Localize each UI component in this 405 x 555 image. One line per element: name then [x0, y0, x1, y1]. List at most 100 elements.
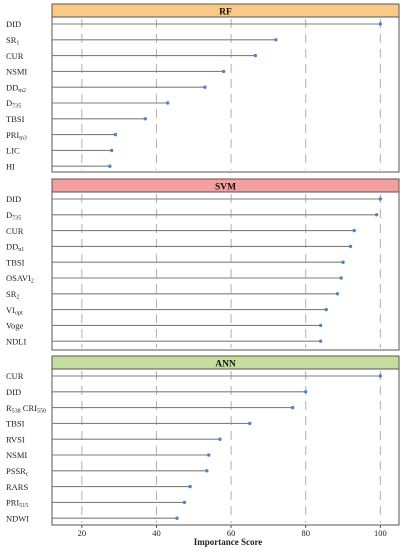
- feature-name: CUR: [6, 371, 24, 381]
- feature-row: VIopt: [6, 305, 328, 316]
- feature-name: PSSR: [6, 466, 26, 476]
- lollipop-point: [203, 85, 207, 89]
- lollipop-point: [335, 292, 340, 296]
- feature-row: RVSI: [6, 434, 222, 444]
- feature-label: NSMI: [6, 67, 27, 77]
- feature-subscript: 2: [16, 295, 19, 301]
- feature-label: HI: [6, 161, 15, 171]
- lollipop-point: [341, 260, 345, 264]
- feature-name: HI: [6, 161, 15, 171]
- feature-row: PSSRc: [6, 466, 209, 478]
- lollipop-point: [339, 276, 343, 280]
- feature-name: NSMI: [6, 67, 27, 77]
- lollipop-point: [113, 132, 118, 137]
- panel-ann: ANN CUR DID R538 CRI550 TBSI RVSI NSMI PSSRc RAR…: [6, 355, 400, 526]
- feature-label: Voge: [6, 321, 24, 331]
- feature-name: RARS: [6, 482, 28, 492]
- feature-label: RVSI: [6, 434, 25, 444]
- feature-name: DD: [6, 82, 18, 92]
- lollipop-point: [221, 69, 226, 74]
- feature-row: TBSI: [6, 114, 147, 124]
- feature-row: OSAVI2: [6, 273, 343, 285]
- feature-row: LIC: [6, 146, 114, 156]
- feature-name: NDWI: [6, 513, 29, 523]
- feature-subscript: c: [26, 472, 29, 478]
- lollipop-point: [109, 148, 114, 153]
- feature-row: DDm2: [6, 82, 207, 94]
- panel-frame: [51, 355, 400, 526]
- feature-label: SR2: [6, 289, 19, 301]
- lollipop-point: [143, 117, 147, 121]
- feature-subscript: n1: [18, 247, 24, 253]
- panel-frame: [51, 178, 400, 351]
- feature-label: R538 CRI550: [6, 403, 46, 415]
- feature-name: TBSI: [6, 419, 25, 429]
- feature-row: NDLI: [6, 336, 323, 346]
- feature-row: D735: [6, 98, 170, 110]
- feature-name: NSMI: [6, 450, 27, 460]
- feature-label: TBSI: [6, 419, 25, 429]
- feature-row: SR2: [6, 289, 340, 301]
- lollipop-point: [108, 164, 112, 168]
- feature-suffix-subscript: 550: [37, 408, 46, 414]
- feature-label: CUR: [6, 51, 24, 61]
- lollipop-point: [175, 516, 179, 520]
- feature-name: RVSI: [6, 434, 25, 444]
- feature-label: OSAVI2: [6, 273, 34, 285]
- feature-label: D735: [6, 210, 21, 222]
- feature-subscript: 538: [12, 408, 21, 414]
- feature-label: RARS: [6, 482, 28, 492]
- feature-label: D735: [6, 98, 21, 110]
- x-axis-label: Importance Score: [194, 537, 263, 547]
- feature-name: R: [6, 403, 12, 413]
- feature-row: DID: [6, 194, 383, 204]
- feature-label: NDWI: [6, 513, 29, 523]
- panel-rf: RF DID SR1 CUR NSMI DDm2 D735 TBSI PRIm3 LIC HI: [6, 3, 400, 173]
- feature-label: TBSI: [6, 257, 25, 267]
- panel-svm: SVMDIDD735CURDDn1TBSIOSAVI2SR2VIoptVogeN…: [6, 178, 400, 351]
- feature-row: TBSI: [6, 419, 252, 429]
- lollipop-point: [274, 38, 278, 42]
- lollipop-point: [182, 500, 187, 505]
- x-tick-label: 100: [374, 528, 387, 538]
- feature-subscript: 2: [31, 279, 34, 285]
- feature-label: DID: [6, 194, 21, 204]
- feature-name: NDLI: [6, 336, 26, 346]
- lollipop-point: [207, 453, 211, 457]
- feature-row: D735: [6, 210, 379, 222]
- lollipop-point: [324, 307, 328, 312]
- lollipop-point: [188, 484, 192, 489]
- panel-header: [51, 355, 400, 370]
- feature-row: Voge: [6, 321, 323, 331]
- lollipop-point: [352, 228, 356, 233]
- lollipop-point: [348, 244, 353, 249]
- feature-row: NDWI: [6, 513, 179, 523]
- feature-label: SR1: [6, 35, 19, 47]
- lollipop-point: [253, 53, 258, 58]
- feature-row: NSMI: [6, 67, 226, 77]
- feature-row: NSMI: [6, 450, 211, 460]
- feature-name: CUR: [6, 226, 24, 236]
- feature-label: CUR: [6, 371, 24, 381]
- feature-name: TBSI: [6, 257, 25, 267]
- feature-subscript: 735: [12, 216, 21, 222]
- feature-subscript: 735: [12, 104, 21, 110]
- panels-layer: RFDIDSR1CURNSMIDDm2D735TBSIPRIm3LICHISVM…: [6, 3, 400, 526]
- feature-name: SR: [6, 289, 17, 299]
- lollipop-point: [304, 390, 308, 394]
- lollipop-point: [290, 405, 295, 410]
- feature-name: PRI: [6, 130, 19, 140]
- feature-subscript: m2: [18, 88, 26, 94]
- x-tick-label: 60: [227, 528, 236, 538]
- x-tick-label: 40: [152, 528, 161, 538]
- feature-name: DID: [6, 194, 21, 204]
- feature-row: CUR: [6, 371, 383, 381]
- panel-frame: [51, 3, 400, 173]
- feature-name: Voge: [6, 321, 24, 331]
- feature-label: LIC: [6, 146, 20, 156]
- feature-name: SR: [6, 35, 17, 45]
- x-tick-label: 80: [301, 528, 310, 538]
- lollipop-point: [248, 421, 252, 426]
- lollipop-point: [205, 469, 209, 473]
